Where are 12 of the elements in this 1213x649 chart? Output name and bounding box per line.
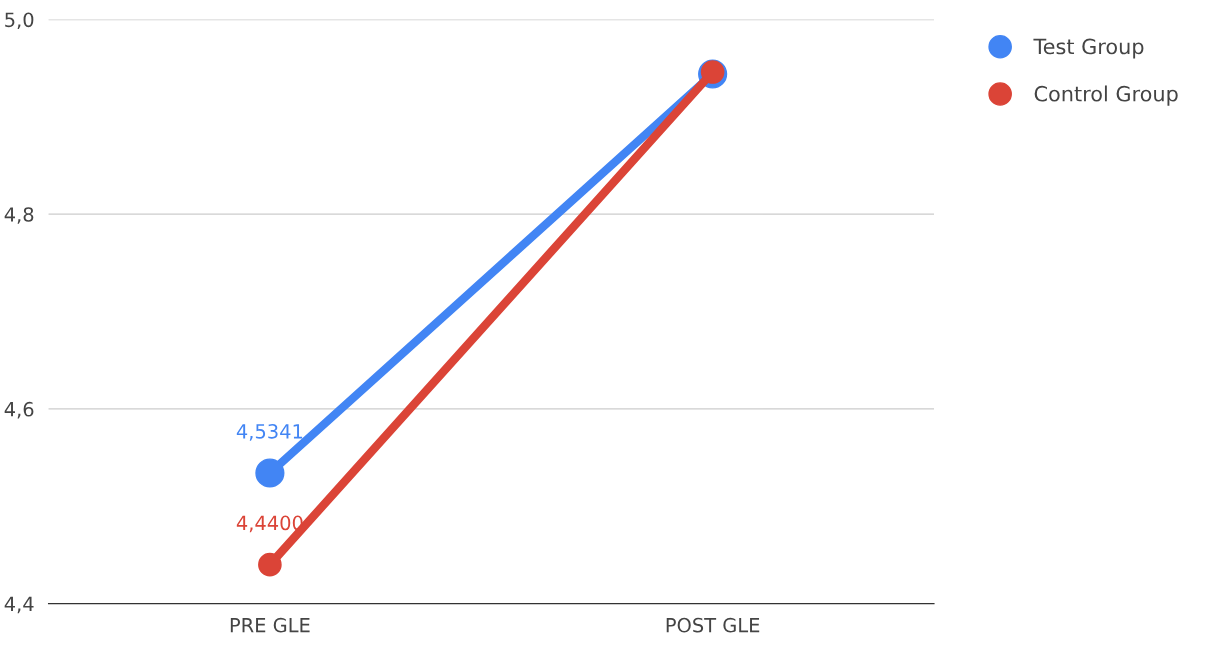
legend-label: Test Group [1033, 38, 1144, 59]
y-tick-label: 4,8 [4, 207, 34, 224]
point [258, 552, 282, 577]
y-tick-label: 4,4 [4, 596, 34, 614]
x-tick-label: PRE GLE [230, 617, 310, 633]
legend-label: Control Group [1034, 85, 1178, 106]
data-label: 4,4400 [236, 515, 303, 533]
point [255, 458, 285, 488]
y-tick-label: 5,0 [5, 12, 34, 30]
data-label: 4,5341 [236, 423, 303, 441]
x-tick-label: POST GLE [666, 617, 760, 633]
y-tick-label: 4,6 [4, 401, 34, 419]
